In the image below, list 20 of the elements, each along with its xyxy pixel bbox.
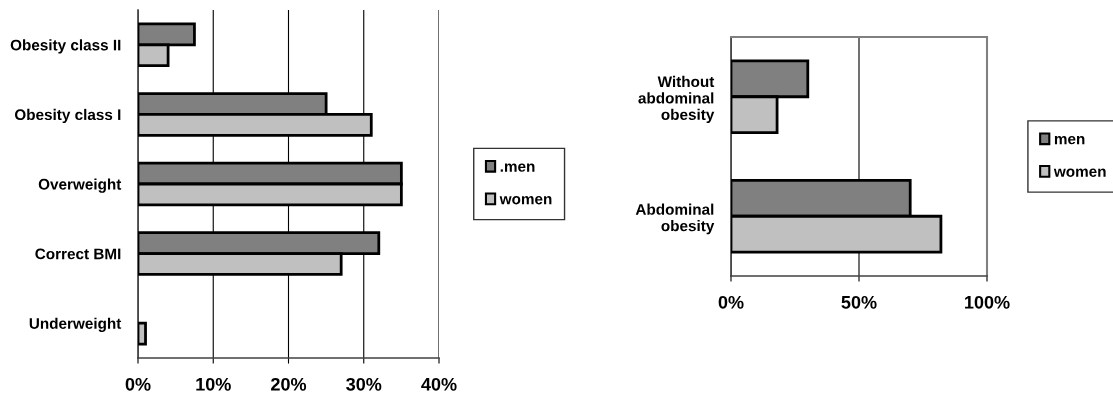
y-tick-label: Obesity class II: [10, 39, 121, 54]
y-tick-label: Underweight: [29, 317, 122, 332]
legend-label: men: [1054, 135, 1085, 145]
y-tick-label: Correct BMI: [35, 248, 121, 260]
y-tick-label: Without abdominal obesity: [638, 75, 715, 124]
y-tick-label: Abdominal obesity: [635, 203, 715, 235]
x-tick-label: 50%: [841, 295, 877, 309]
x-tick-label: 40%: [421, 377, 457, 391]
y-tick-label: Obesity class I: [14, 108, 121, 124]
legend-label: women: [499, 196, 552, 205]
x-tick-label: 100%: [965, 295, 1010, 309]
x-tick-label: 30%: [346, 377, 382, 391]
x-tick-label: 20%: [271, 377, 307, 391]
legend-label: women: [1053, 168, 1106, 177]
x-tick-label: 10%: [196, 377, 231, 391]
bar: [138, 321, 147, 346]
x-tick-label: 0%: [718, 295, 744, 309]
legend-label: .men: [500, 163, 535, 172]
y-tick-label: Overweight: [38, 178, 122, 193]
x-tick-label: 0%: [125, 377, 151, 391]
